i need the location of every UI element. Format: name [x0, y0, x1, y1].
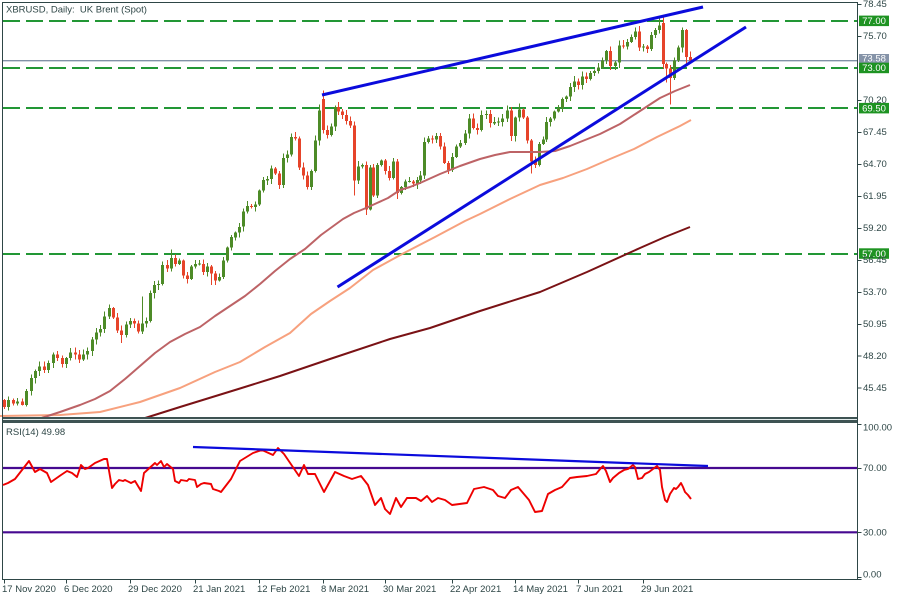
svg-text:67.45: 67.45: [863, 127, 887, 138]
svg-text:17 Nov 2020: 17 Nov 2020: [2, 584, 56, 595]
svg-text:22 Apr 2021: 22 Apr 2021: [450, 584, 501, 595]
svg-text:77.00: 77.00: [862, 16, 886, 27]
svg-text:59.20: 59.20: [863, 223, 887, 234]
svg-text:69.50: 69.50: [862, 103, 886, 114]
svg-text:56.45: 56.45: [863, 255, 887, 266]
svg-text:0.00: 0.00: [863, 570, 882, 581]
svg-text:64.70: 64.70: [863, 159, 887, 170]
svg-text:29 Dec 2020: 29 Dec 2020: [128, 584, 182, 595]
svg-text:XBRUSD, Daily: UK Brent (Spot: XBRUSD, Daily: UK Brent (Spot): [6, 5, 147, 16]
svg-text:21 Jan 2021: 21 Jan 2021: [193, 584, 245, 595]
svg-text:70.20: 70.20: [863, 95, 887, 106]
svg-text:RSI(14) 49.98: RSI(14) 49.98: [6, 427, 65, 438]
svg-text:30 Mar 2021: 30 Mar 2021: [383, 584, 436, 595]
svg-text:73.58: 73.58: [862, 54, 886, 65]
svg-text:53.70: 53.70: [863, 287, 887, 298]
svg-text:6 Dec 2020: 6 Dec 2020: [64, 584, 113, 595]
svg-text:61.95: 61.95: [863, 191, 887, 202]
svg-text:7 Jun 2021: 7 Jun 2021: [576, 584, 623, 595]
svg-text:14 May 2021: 14 May 2021: [513, 584, 568, 595]
svg-text:12 Feb 2021: 12 Feb 2021: [257, 584, 310, 595]
svg-text:30.00: 30.00: [863, 527, 887, 538]
svg-text:50.95: 50.95: [863, 319, 887, 330]
svg-text:48.20: 48.20: [863, 351, 887, 362]
svg-text:70.00: 70.00: [863, 463, 887, 474]
svg-text:78.45: 78.45: [863, 0, 887, 10]
svg-text:45.45: 45.45: [863, 383, 887, 394]
svg-text:29 Jun 2021: 29 Jun 2021: [641, 584, 693, 595]
svg-text:73.00: 73.00: [862, 63, 886, 74]
svg-text:57.00: 57.00: [862, 249, 886, 260]
svg-text:75.70: 75.70: [863, 31, 887, 42]
svg-text:100.00: 100.00: [863, 423, 892, 434]
svg-text:8 Mar 2021: 8 Mar 2021: [321, 584, 369, 595]
